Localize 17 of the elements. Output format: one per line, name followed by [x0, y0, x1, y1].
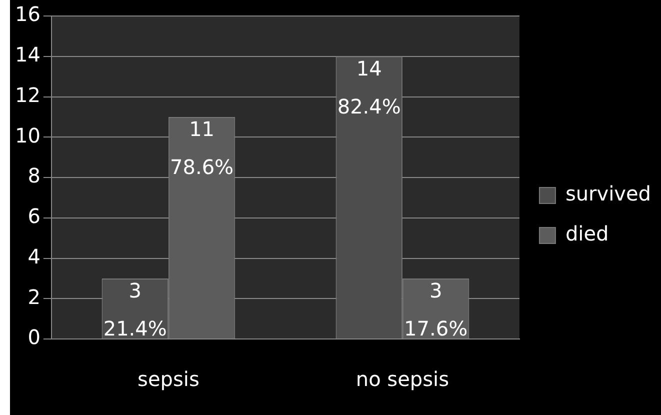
x-tick-label: sepsis [138, 367, 200, 392]
y-tick-label: 14 [14, 42, 40, 67]
y-tick-label: 0 [28, 325, 40, 350]
data-label: 3 21.4% [103, 278, 167, 341]
data-label: 3 17.6% [404, 278, 468, 341]
legend-label: died [565, 222, 609, 246]
y-tick-label: 4 [28, 244, 40, 268]
y-tick-label: 12 [14, 82, 40, 107]
y-tick-label: 2 [28, 284, 40, 309]
data-label: 14 82.4% [337, 56, 401, 119]
x-tick-label: no sepsis [356, 367, 449, 392]
y-tick-label: 10 [14, 123, 40, 148]
y-tick-label: 8 [28, 164, 40, 188]
legend-label: survived [565, 182, 651, 206]
y-tick-label: 16 [14, 2, 40, 26]
y-tick-label: 6 [28, 204, 40, 228]
data-label: 11 78.6% [170, 117, 234, 180]
